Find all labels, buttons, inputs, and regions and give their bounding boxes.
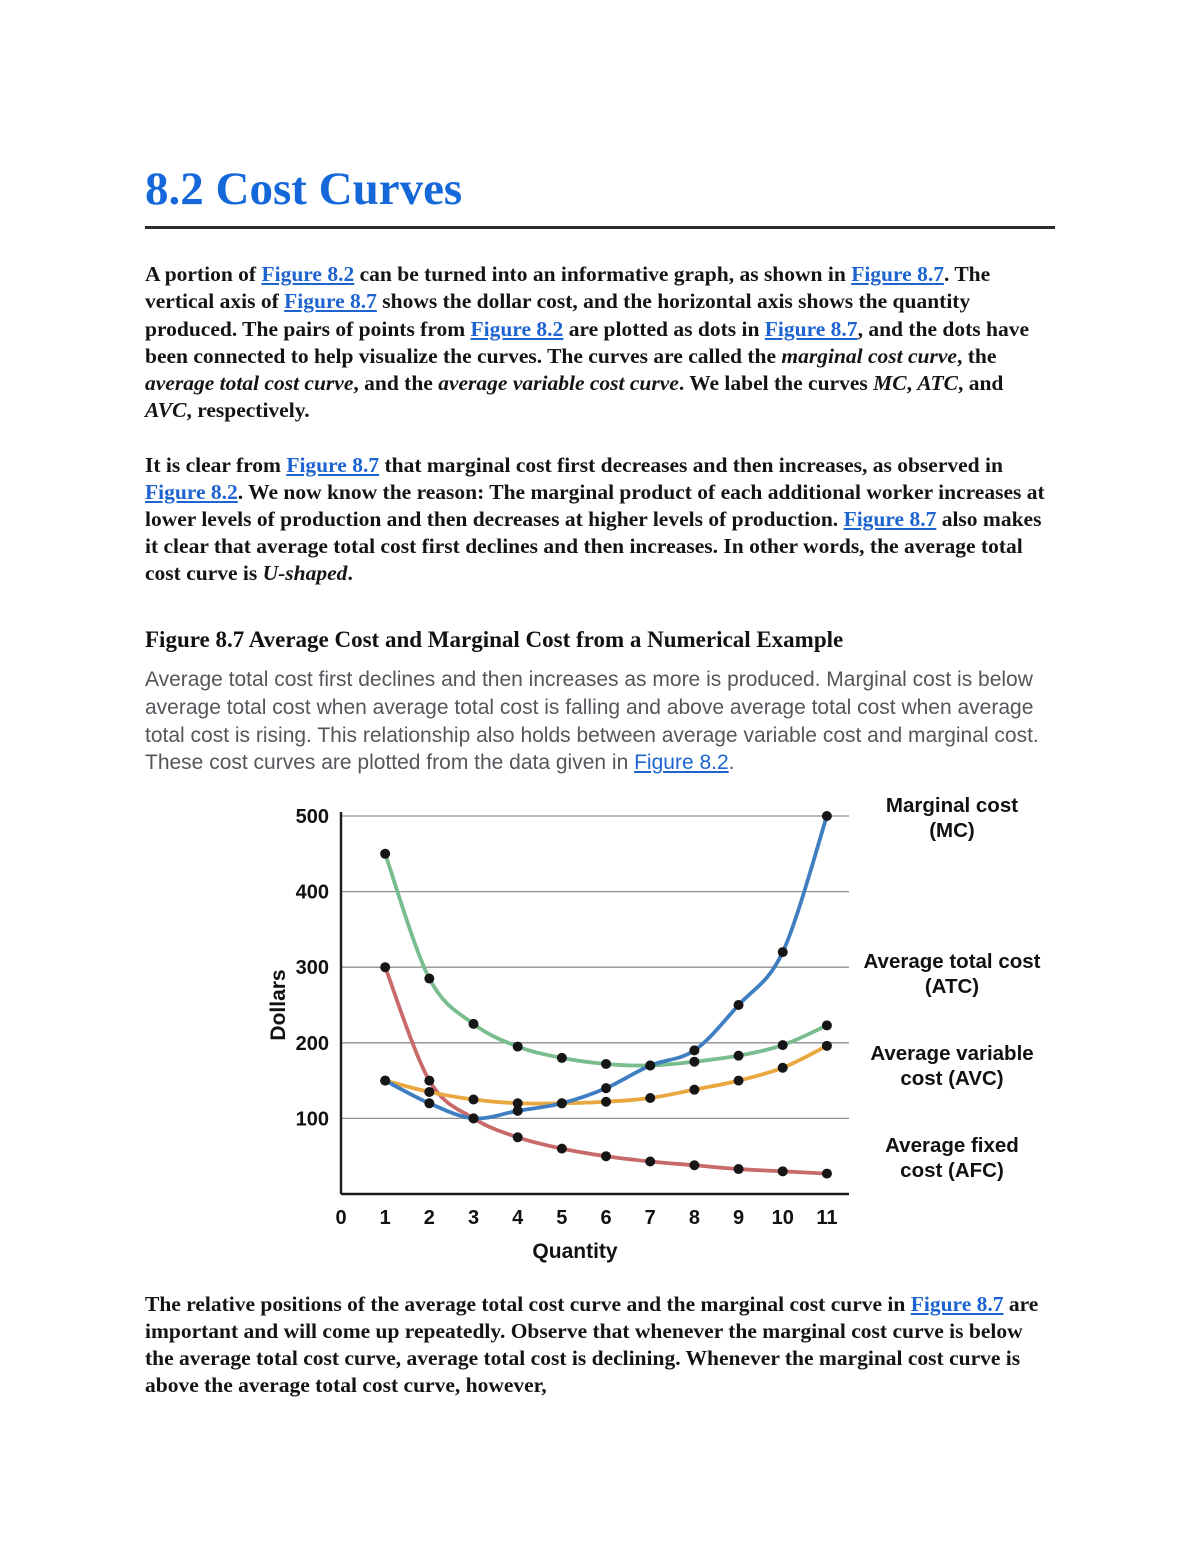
paragraph-1: A portion of Figure 8.2 can be turned in… [145,262,1029,422]
svg-text:5: 5 [556,1207,567,1229]
label-average-variable-cost: Average variable cost (AVC) [870,1042,1034,1091]
page-title: 8.2 Cost Curves [145,163,463,215]
emphasized-text: AVC [145,397,187,422]
svg-text:2: 2 [424,1207,435,1229]
curve-labels: Marginal cost (MC) Average total cost (A… [863,791,1041,1261]
svg-text:10: 10 [772,1207,794,1229]
cost-curves-chart: 100 200 300 400 500 0 1 2 3 4 5 6 7 8 9 10 11 Quantity Dol… [267,806,849,1263]
emphasized-text: ATC [917,370,958,395]
figure-link[interactable]: Figure 8.2 [145,479,238,504]
figure-link[interactable]: Figure 8.7 [764,316,858,341]
svg-text:400: 400 [296,882,329,904]
emphasized-text: marginal cost curve [781,343,957,368]
emphasized-text: average total cost curve [145,370,354,395]
label-marginal-cost: Marginal cost (MC) [885,794,1019,843]
figure-8-7: 100 200 300 400 500 0 1 2 3 4 5 6 7 8 9 10 11 Quantity Dol… [145,791,1055,1269]
svg-text:6: 6 [600,1207,611,1229]
figure-link[interactable]: Figure 8.7 [843,506,937,531]
emphasized-text: average variable cost curve [438,370,679,395]
svg-text:3: 3 [468,1207,479,1229]
svg-text:Dollars: Dollars [267,969,290,1040]
svg-text:100: 100 [296,1108,329,1130]
label-average-fixed-cost: Average fixed cost (AFC) [885,1134,1019,1183]
svg-text:200: 200 [296,1033,329,1055]
svg-text:1: 1 [380,1207,391,1229]
figure-caption: Average total cost first declines and th… [145,668,1039,775]
svg-text:300: 300 [296,957,329,979]
svg-text:0: 0 [335,1207,346,1229]
svg-text:9: 9 [733,1207,744,1229]
figure-link[interactable]: Figure 8.2 [634,751,729,775]
svg-text:Quantity: Quantity [532,1240,617,1263]
figure-link[interactable]: Figure 8.7 [284,289,377,314]
figure-link[interactable]: Figure 8.7 [851,262,944,287]
svg-text:8: 8 [689,1207,700,1229]
figure-link[interactable]: Figure 8.7 [910,1292,1004,1317]
label-average-total-cost: Average total cost (ATC) [863,950,1041,999]
paragraph-3: The relative positions of the average to… [145,1292,1039,1398]
figure-link[interactable]: Figure 8.7 [286,452,380,477]
paragraph-2: It is clear from Figure 8.7 that margina… [145,452,1045,586]
figure-link[interactable]: Figure 8.2 [261,262,355,287]
emphasized-text: MC [873,370,907,395]
figure-heading: Figure 8.7 Average Cost and Marginal Cos… [145,627,844,653]
svg-text:11: 11 [816,1207,837,1229]
svg-text:7: 7 [645,1207,656,1229]
title-divider [145,226,1055,230]
figure-link[interactable]: Figure 8.2 [470,316,564,341]
svg-text:500: 500 [296,806,329,828]
svg-text:4: 4 [512,1207,524,1229]
emphasized-text: U-shaped [262,561,348,586]
page: 8.2 Cost Curves A portion of Figure 8.2 … [145,163,1055,1398]
